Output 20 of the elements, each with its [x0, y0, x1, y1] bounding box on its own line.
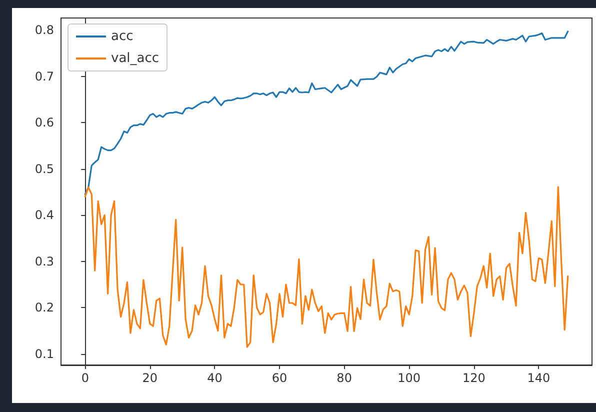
y-tick-label: 0.3: [34, 254, 54, 268]
x-tick-label: 140: [527, 371, 550, 385]
y-tick-label: 0.5: [34, 162, 54, 176]
x-tick-label: 100: [398, 371, 421, 385]
x-tick-label: 60: [272, 371, 288, 385]
x-tick-label: 20: [142, 371, 158, 385]
y-tick-label: 0.7: [34, 69, 54, 84]
legend-label: acc: [111, 29, 134, 44]
y-tick-label: 0.4: [34, 208, 54, 222]
legend-label: val_acc: [111, 51, 160, 66]
x-tick-label: 120: [462, 371, 486, 385]
y-tick-label: 0.8: [34, 23, 54, 38]
x-tick-label: 0: [81, 371, 89, 385]
y-tick-label: 0.2: [34, 300, 54, 315]
x-tick-label: 80: [336, 371, 352, 385]
x-tick-label: 40: [207, 371, 222, 385]
y-tick-label: 0.6: [34, 116, 54, 130]
line-series: [84, 186, 569, 348]
line-series: [84, 30, 569, 196]
y-tick-label: 0.1: [34, 346, 54, 361]
